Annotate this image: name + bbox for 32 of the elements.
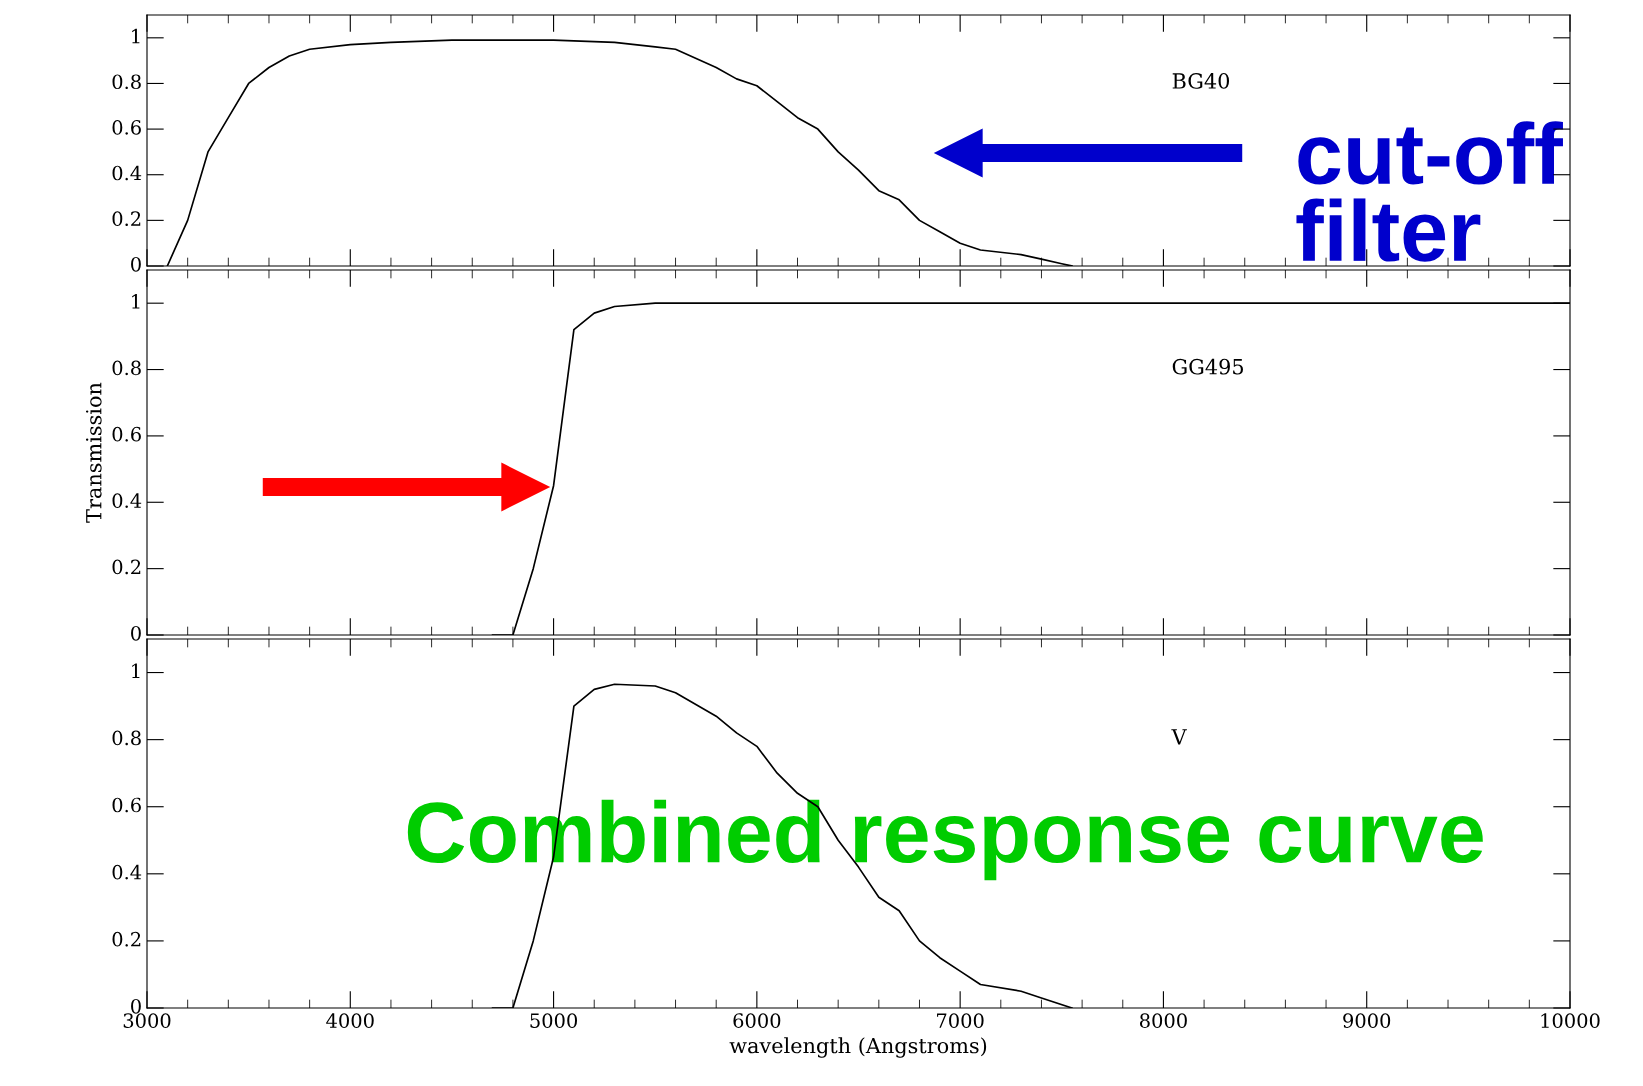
annotation: BG40	[1172, 73, 1230, 89]
y-axis-title: Transmission	[86, 382, 102, 523]
x-tick-label: 6000	[733, 1013, 781, 1028]
x-axis-title: wavelength (Angstroms)	[729, 1037, 987, 1058]
y-tick-label: 0	[131, 256, 141, 272]
y-tick-label: 0.2	[112, 559, 141, 575]
y-tick-label: 0.2	[112, 211, 141, 227]
y-tick-label: 0.8	[112, 74, 141, 90]
y-tick-label: 1	[132, 663, 140, 678]
y-tick-label: 0.4	[112, 864, 142, 880]
x-tick-label: 3000	[123, 1013, 171, 1028]
y-tick-label: 0.8	[112, 360, 141, 376]
x-tick-label: 8000	[1139, 1013, 1187, 1028]
y-tick-label: 0	[131, 625, 141, 641]
annotation: GG495	[1172, 358, 1243, 375]
x-tick-label: 7000	[937, 1013, 984, 1028]
annotation: V	[1171, 729, 1187, 745]
y-tick-label: 0	[131, 998, 141, 1014]
annotation: cut-off filter	[1296, 121, 1563, 262]
x-tick-label: 10000	[1541, 1013, 1600, 1028]
x-tick-label: 4000	[326, 1013, 374, 1028]
y-tick-label: 0.4	[112, 165, 142, 181]
y-tick-label: 0.8	[112, 730, 141, 746]
y-tick-label: 1	[132, 28, 140, 44]
y-tick-label: 0.4	[112, 493, 142, 508]
y-tick-label: 1	[132, 294, 140, 309]
y-tick-label: 0.6	[112, 797, 141, 813]
y-tick-label: 0.6	[112, 426, 141, 442]
y-tick-label: 0.6	[112, 120, 141, 135]
y-tick-label: 0.2	[112, 931, 141, 947]
x-tick-label: 9000	[1343, 1013, 1391, 1028]
x-tick-label: 5000	[530, 1013, 578, 1028]
